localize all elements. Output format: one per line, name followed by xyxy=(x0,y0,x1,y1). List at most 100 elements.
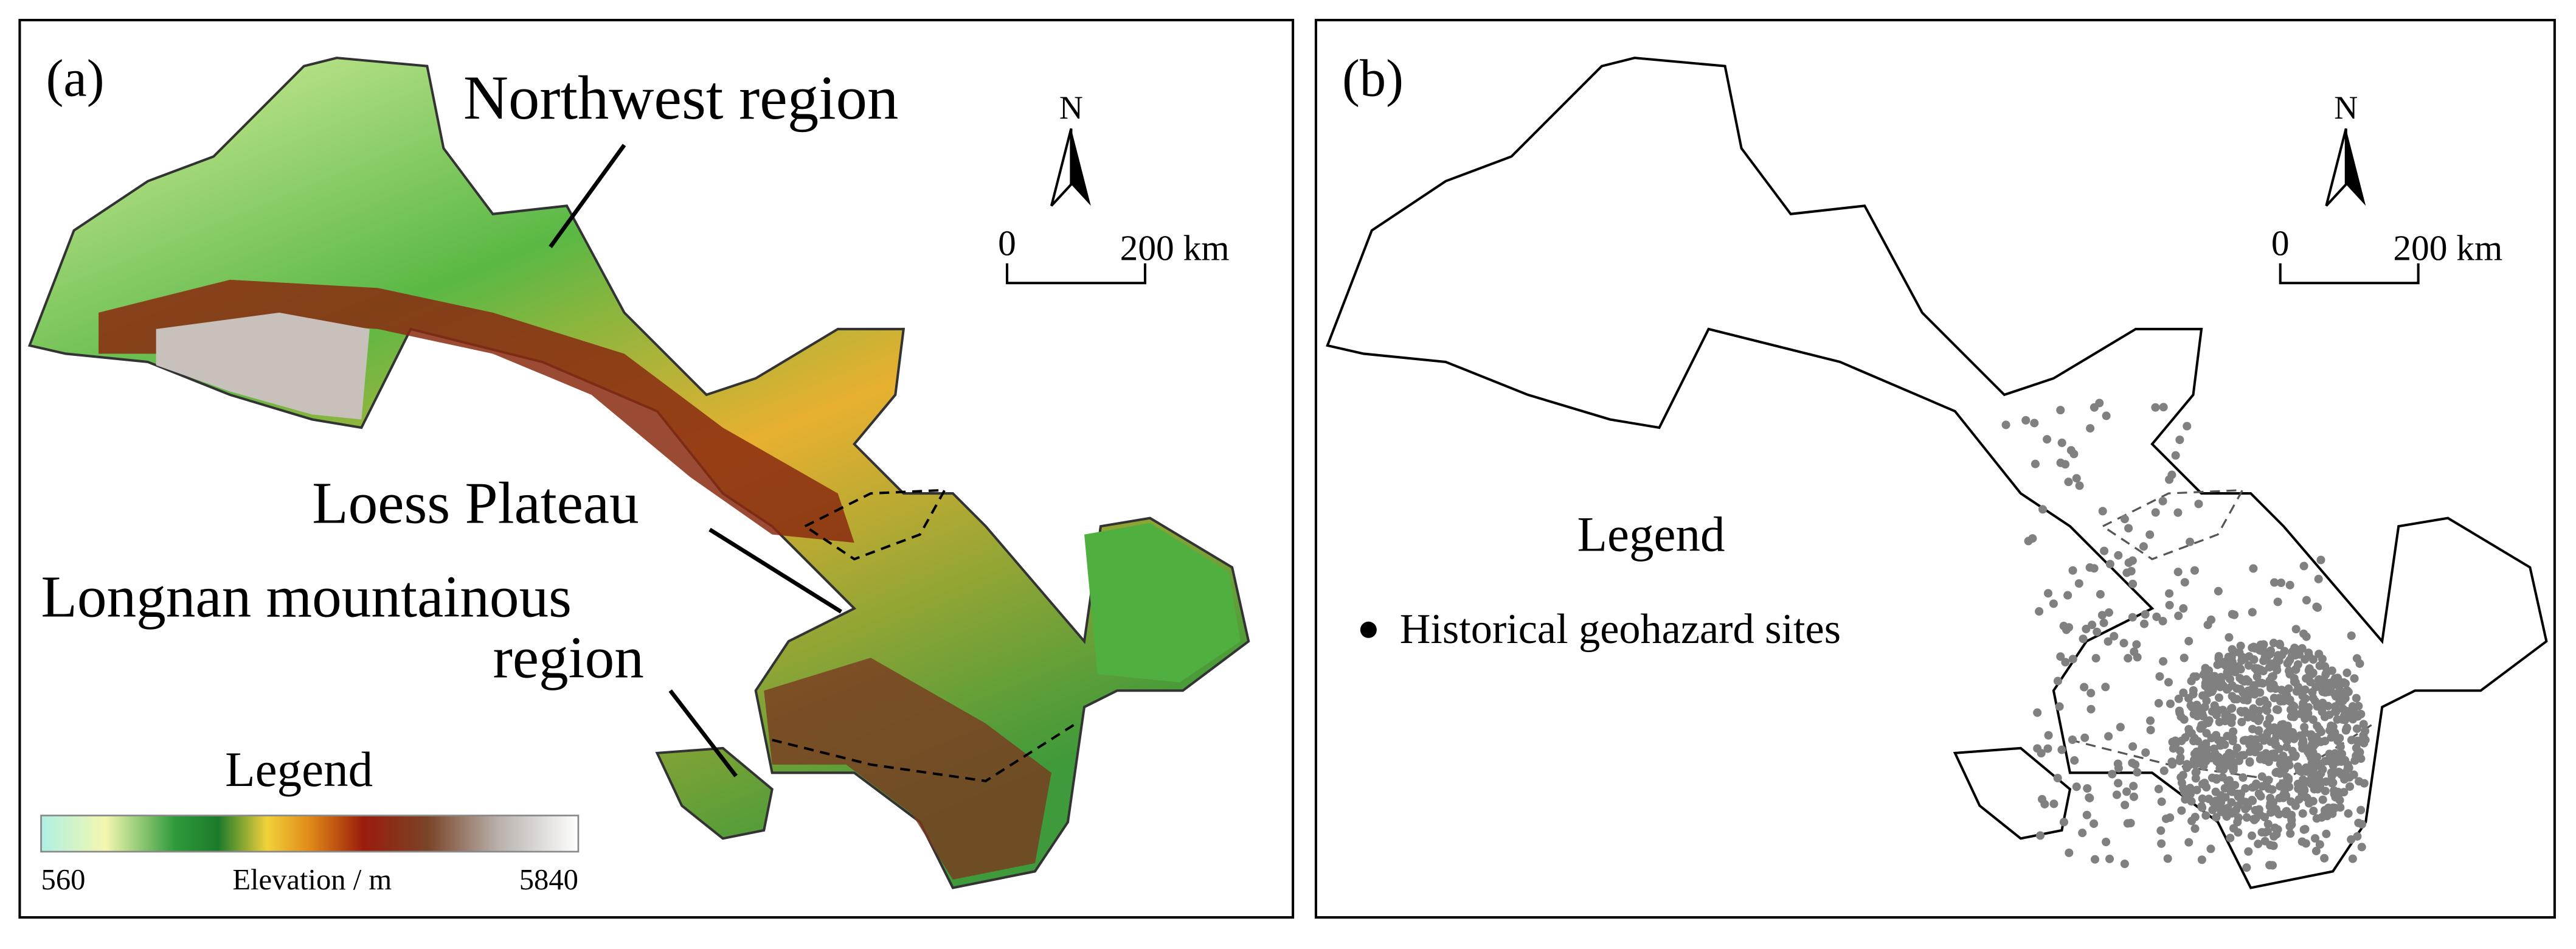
hazard-site xyxy=(2248,707,2257,717)
hazard-site xyxy=(2268,785,2277,794)
hazard-site xyxy=(2075,481,2084,490)
hazard-site xyxy=(2312,814,2321,823)
hazard-site xyxy=(2183,787,2192,796)
hazard-site xyxy=(2096,589,2105,599)
hazard-site xyxy=(2271,823,2280,832)
hazard-site xyxy=(2173,568,2183,577)
scale-label: 0 xyxy=(2271,223,2290,263)
hazard-site xyxy=(2174,694,2183,703)
hazard-site xyxy=(2269,638,2278,647)
hazard-site xyxy=(2057,745,2066,754)
hazard-site xyxy=(2212,678,2221,687)
hazard-site xyxy=(2072,782,2081,791)
hazard-site xyxy=(2263,819,2273,829)
hazard-site xyxy=(2315,840,2324,849)
hazard-site xyxy=(2206,615,2216,624)
hazard-site xyxy=(2357,819,2367,829)
hazard-site xyxy=(2286,829,2295,838)
hazard-site xyxy=(2191,774,2200,783)
hazard-site xyxy=(2187,797,2196,806)
hazard-site xyxy=(2281,729,2290,739)
hazard-site xyxy=(2177,806,2186,815)
hazard-site xyxy=(2201,739,2211,748)
hazard-site xyxy=(2211,787,2220,796)
panel-frame xyxy=(18,19,1295,919)
hazard-site xyxy=(2316,555,2325,565)
hazard-site xyxy=(2344,809,2353,818)
hazard-site xyxy=(2304,666,2313,675)
hazard-site xyxy=(2242,863,2251,872)
hazard-site xyxy=(2248,783,2257,792)
hazard-site xyxy=(2357,843,2366,852)
hazard-site xyxy=(2223,805,2232,814)
hazard-site xyxy=(2256,810,2265,819)
hazard-site xyxy=(2131,760,2140,769)
hazard-site xyxy=(2035,607,2044,616)
hazard-site xyxy=(2304,703,2313,712)
leader-line xyxy=(708,527,842,614)
hazard-site xyxy=(2072,474,2081,483)
hazard-site xyxy=(2273,705,2282,714)
hazard-site xyxy=(2068,655,2077,664)
hazard-site xyxy=(2037,749,2046,758)
hazard-site xyxy=(2223,669,2232,678)
hazard-site xyxy=(2345,773,2354,782)
hazard-site xyxy=(2190,812,2200,822)
hazard-site xyxy=(2226,762,2235,771)
hazard-site xyxy=(2200,779,2209,788)
leader-line xyxy=(549,144,626,248)
hazard-site xyxy=(2184,636,2193,645)
hazard-site xyxy=(2285,655,2294,665)
hazard-site xyxy=(2308,715,2318,725)
hazard-site xyxy=(2342,723,2352,732)
hazard-site xyxy=(2327,666,2336,675)
hazard-site xyxy=(2361,735,2370,745)
hazard-site xyxy=(2297,644,2307,653)
hazard-site xyxy=(2229,727,2238,736)
hazard-site xyxy=(2097,611,2107,620)
hazard-site xyxy=(2068,566,2077,575)
hazard-site xyxy=(2180,578,2189,587)
region-boundary xyxy=(772,488,1077,782)
north-label: N xyxy=(1059,89,1083,126)
hazard-site xyxy=(2163,854,2172,863)
hazard-site xyxy=(2307,731,2316,740)
hazard-site xyxy=(2159,766,2169,776)
hazard-site xyxy=(2187,702,2197,711)
hazard-site xyxy=(2214,652,2223,661)
hazard-site xyxy=(2192,768,2201,777)
hazard-site xyxy=(2352,724,2361,733)
hazard-site xyxy=(2176,773,2186,782)
hazard-site xyxy=(2352,654,2361,663)
hazard-site xyxy=(2299,738,2308,747)
hazard-site xyxy=(2065,848,2074,857)
hazard-site xyxy=(2258,644,2267,653)
hazard-site xyxy=(2145,530,2155,539)
hazard-site xyxy=(2260,653,2270,662)
hazard-site xyxy=(2302,632,2311,641)
hazard-site xyxy=(2079,634,2088,644)
scale-bar xyxy=(1006,263,1146,285)
hazard-site xyxy=(2157,839,2166,848)
hazard-site xyxy=(2347,735,2356,745)
hazard-site xyxy=(2222,812,2231,821)
hazard-site xyxy=(2348,854,2357,863)
hazard-site xyxy=(2001,420,2010,429)
hazard-site xyxy=(2217,673,2226,682)
hazard-site xyxy=(2186,537,2195,546)
hazard-site xyxy=(2128,742,2138,751)
hazard-site xyxy=(2053,773,2062,782)
hazard-site xyxy=(2318,700,2327,709)
hazard-site xyxy=(2238,773,2248,782)
hazard-site xyxy=(2304,648,2313,658)
hazard-site xyxy=(2334,735,2343,745)
hazard-site xyxy=(2219,759,2228,768)
hazard-site xyxy=(2269,841,2278,850)
hazard-site xyxy=(2320,853,2329,863)
hazard-site xyxy=(2356,805,2366,815)
hazard-site xyxy=(2158,616,2167,626)
hazard-site xyxy=(2262,776,2271,785)
hazard-site xyxy=(2198,794,2207,804)
hazard-site xyxy=(2350,674,2359,683)
